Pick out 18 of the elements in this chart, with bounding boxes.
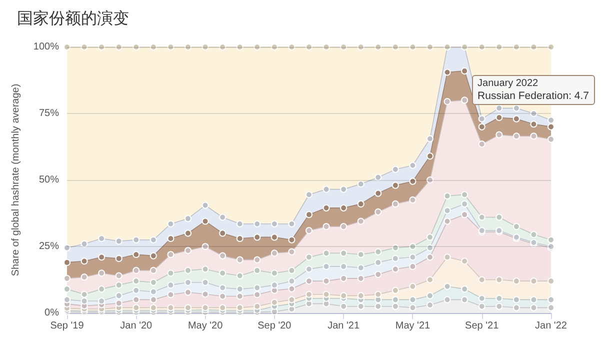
annotation: January 2022: [478, 78, 540, 90]
x-tick-label: Jan '20: [120, 320, 153, 332]
annotation: Russian Federation: 4.7: [478, 90, 589, 102]
x-tick-label: Jan '22: [535, 320, 568, 332]
x-tick-label: May '20: [188, 320, 224, 332]
x-tick-label: Jan '21: [328, 320, 360, 332]
y-axis-title: Share of global hashrate (monthly average): [10, 84, 22, 276]
tooltip-box: January 2022 Russian Federation: 4.7: [472, 75, 595, 105]
y-tick-label: 50%: [38, 174, 60, 186]
y-tick-label: 0%: [44, 308, 60, 318]
y-tick-label: 25%: [38, 241, 60, 252]
y-tick-label: 100%: [33, 42, 60, 52]
chart-title: 国家份额的演变: [17, 10, 129, 28]
y-tick-label: 75%: [38, 108, 60, 119]
x-tick-label: Sep '20: [258, 320, 292, 332]
x-tick-label: Sep '19: [50, 320, 84, 332]
x-tick-label: Sep '21: [465, 320, 500, 332]
x-tick-label: May '21: [395, 320, 431, 332]
